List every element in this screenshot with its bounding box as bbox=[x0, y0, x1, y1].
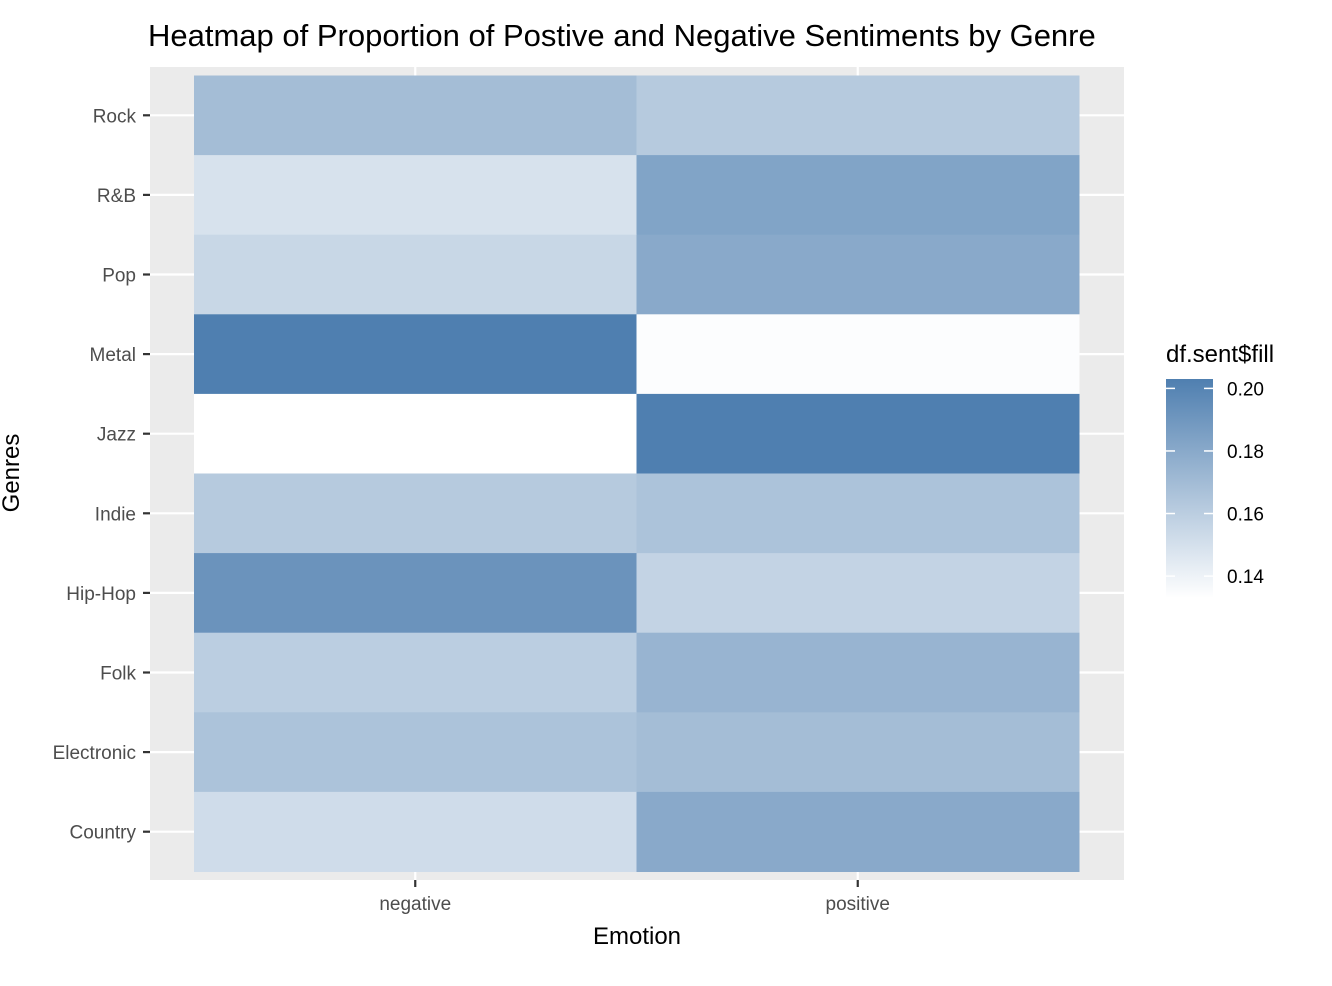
y-tick-label: Metal bbox=[90, 345, 136, 366]
legend-tick-label: 0.20 bbox=[1227, 379, 1264, 400]
legend-tick-label: 0.16 bbox=[1227, 505, 1264, 526]
y-tick-label: Jazz bbox=[97, 425, 136, 446]
heatmap-cell bbox=[194, 712, 637, 793]
y-tick-label: Indie bbox=[95, 504, 136, 525]
heatmap-cell bbox=[194, 234, 637, 315]
heatmap-cell bbox=[194, 791, 637, 872]
heatmap-cell bbox=[636, 553, 1080, 634]
x-axis-title: Emotion bbox=[593, 923, 681, 950]
y-tick-label: R&B bbox=[97, 186, 136, 207]
y-tick-label: Pop bbox=[102, 266, 136, 287]
heatmap-cell bbox=[636, 393, 1080, 474]
x-tick-label: negative bbox=[379, 894, 451, 915]
y-tick-label: Country bbox=[69, 823, 136, 844]
legend-title: df.sent$fill bbox=[1166, 341, 1274, 368]
heatmap-cell bbox=[194, 314, 637, 395]
heatmap-cell bbox=[636, 75, 1080, 156]
heatmap-cell bbox=[636, 314, 1080, 395]
color-legend: df.sent$fill 0.14 0.16 0.18 0.20 bbox=[1166, 341, 1274, 598]
heatmap-cell bbox=[636, 712, 1080, 793]
y-axis-title: Genres bbox=[0, 434, 25, 513]
y-tick-label: Rock bbox=[93, 106, 137, 127]
heatmap-cell bbox=[194, 553, 637, 634]
heatmap-cell bbox=[194, 75, 637, 156]
legend-tick-label: 0.18 bbox=[1227, 442, 1264, 463]
y-tick-label: Hip-Hop bbox=[66, 584, 136, 605]
y-tick-label: Folk bbox=[100, 664, 136, 685]
x-tick-label: positive bbox=[826, 894, 890, 915]
heatmap-cell bbox=[194, 393, 637, 474]
heatmap-cell bbox=[636, 791, 1080, 872]
heatmap-cell bbox=[194, 473, 637, 554]
heatmap-cell bbox=[636, 473, 1080, 554]
heatmap-cell bbox=[636, 234, 1080, 315]
heatmap-cell bbox=[636, 155, 1080, 236]
heatmap-cell bbox=[636, 632, 1080, 713]
chart-title: Heatmap of Proportion of Postive and Neg… bbox=[148, 18, 1096, 53]
axes: Rock R&B Pop Metal Jazz Indie Hip-Hop Folk Elect… bbox=[53, 106, 890, 915]
heatmap-cell bbox=[194, 155, 637, 236]
legend-colorbar bbox=[1166, 379, 1213, 598]
y-tick-label: Electronic bbox=[53, 743, 136, 764]
legend-tick-label: 0.14 bbox=[1227, 567, 1264, 588]
heatmap-cells bbox=[194, 75, 1080, 872]
heatmap-cell bbox=[194, 632, 637, 713]
